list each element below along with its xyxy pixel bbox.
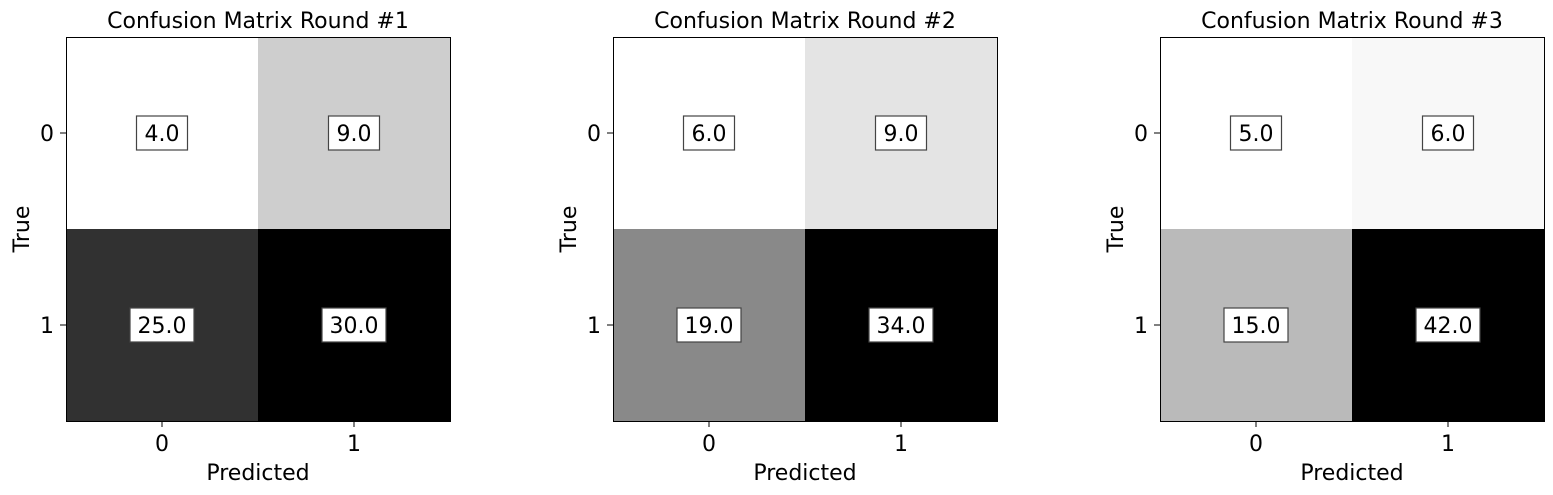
cell-value-label: 30.0 xyxy=(330,314,379,339)
y-tick-label: 0 xyxy=(40,122,54,147)
x-tick-label: 1 xyxy=(894,432,908,457)
cell-label-box xyxy=(1415,307,1481,343)
y-tick-label: 1 xyxy=(587,314,601,339)
x-tick-label: 1 xyxy=(1441,432,1455,457)
chart-title: Confusion Matrix Round #1 xyxy=(107,9,409,34)
cell-label-box xyxy=(676,307,742,343)
cell-value-label: 6.0 xyxy=(692,122,727,147)
cell-label-box xyxy=(321,307,387,343)
y-axis-label: True xyxy=(1104,206,1129,254)
cell-label-box xyxy=(682,115,736,151)
chart-1: 4.0 9.0 25.0 30.0 0 1 0 1 Confusion Matrix Round… xyxy=(10,9,451,486)
x-tick-label: 0 xyxy=(1249,432,1263,457)
chart-title: Confusion Matrix Round #3 xyxy=(1201,9,1503,34)
cell-value-label: 6.0 xyxy=(1431,122,1466,147)
x-axis-label: Predicted xyxy=(206,461,309,486)
cell-label-box xyxy=(327,115,381,151)
cell-value-label: 34.0 xyxy=(877,314,926,339)
cell-value-label: 15.0 xyxy=(1232,314,1281,339)
y-tick-label: 0 xyxy=(1134,122,1148,147)
cell-value-label: 9.0 xyxy=(884,122,919,147)
cell-value-label: 5.0 xyxy=(1239,122,1274,147)
chart-3: 5.0 6.0 15.0 42.0 0 1 0 1 Confusion Matrix Round… xyxy=(1104,9,1545,486)
y-tick-label: 1 xyxy=(1134,314,1148,339)
x-axis-label: Predicted xyxy=(1300,461,1403,486)
plot-frame xyxy=(66,37,451,422)
y-tick-label: 1 xyxy=(40,314,54,339)
cell-value-label: 42.0 xyxy=(1424,314,1473,339)
y-tick-label: 0 xyxy=(587,122,601,147)
cell-label-box xyxy=(1421,115,1475,151)
cell-label-box xyxy=(868,307,934,343)
x-tick-label: 0 xyxy=(702,432,716,457)
cell-value-label: 19.0 xyxy=(685,314,734,339)
cell-value-label: 4.0 xyxy=(145,122,180,147)
chart-title: Confusion Matrix Round #2 xyxy=(654,9,956,34)
y-axis-label: True xyxy=(557,206,582,254)
cell-label-box xyxy=(1229,115,1283,151)
cell-label-box xyxy=(135,115,189,151)
plot-frame xyxy=(613,37,998,422)
cell-label-box xyxy=(1223,307,1289,343)
x-tick-label: 0 xyxy=(155,432,169,457)
x-tick-label: 1 xyxy=(347,432,361,457)
y-axis-label: True xyxy=(10,206,35,254)
cell-label-box xyxy=(874,115,928,151)
cell-label-box xyxy=(129,307,195,343)
chart-2: 6.0 9.0 19.0 34.0 0 1 0 1 Confusion Matrix Round… xyxy=(557,9,998,486)
cell-value-label: 9.0 xyxy=(337,122,372,147)
x-axis-label: Predicted xyxy=(753,461,856,486)
plot-frame xyxy=(1160,37,1545,422)
cell-value-label: 25.0 xyxy=(138,314,187,339)
